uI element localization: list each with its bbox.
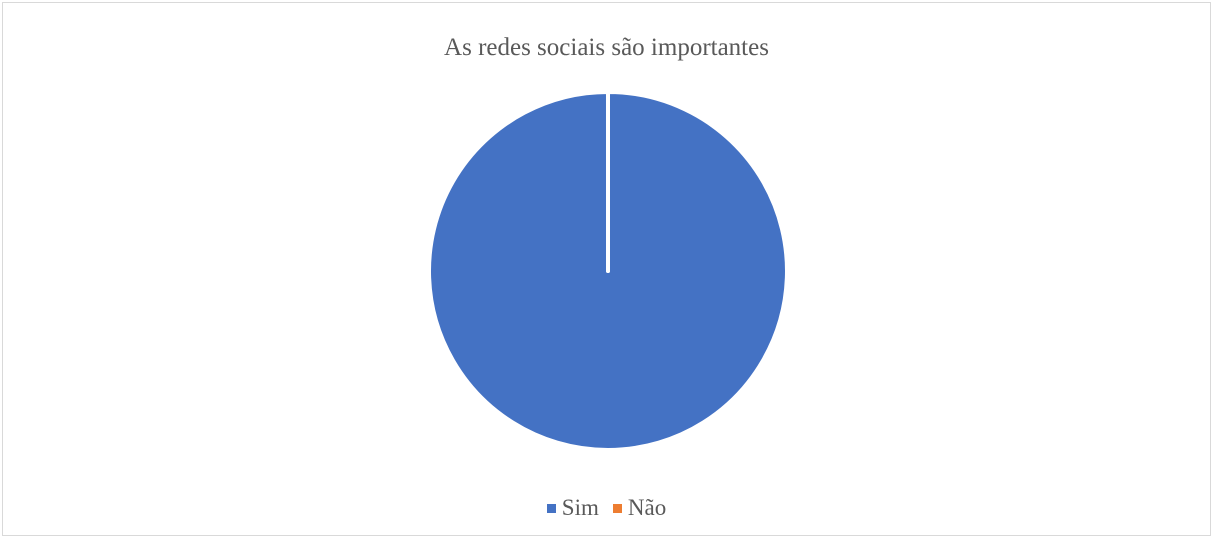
legend-label-nao: Não [627, 495, 667, 520]
legend-item-sim: Sim [546, 494, 599, 522]
legend-swatch-sim [546, 503, 556, 513]
chart-legend: Sim Não [3, 494, 1210, 522]
chart-title: As redes sociais são importantes [444, 34, 769, 61]
pie-slices [427, 90, 789, 452]
legend-swatch-nao [612, 503, 622, 513]
legend-label-sim: Sim [561, 495, 599, 520]
legend-item-nao: Não [612, 494, 667, 522]
pie-chart [427, 90, 789, 452]
